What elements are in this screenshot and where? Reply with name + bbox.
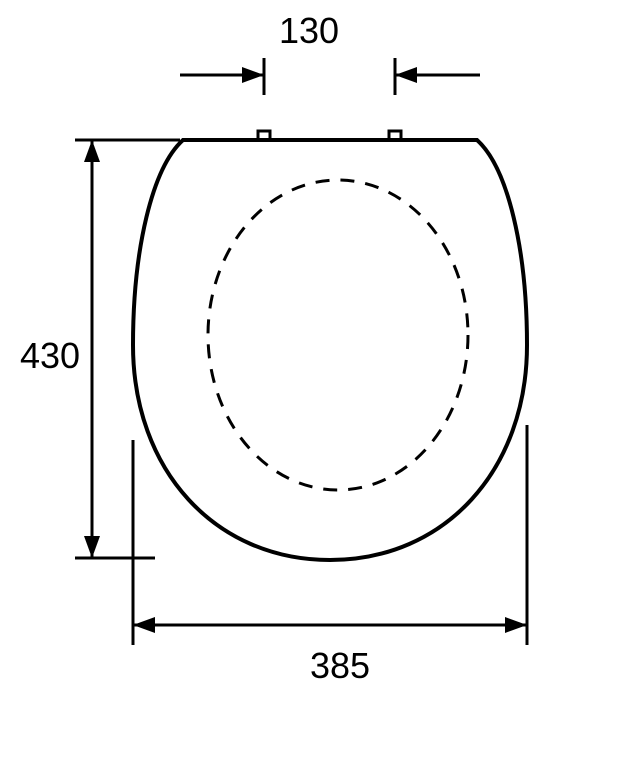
toilet-seat-outline (133, 140, 527, 560)
technical-drawing: 130 430 385 (0, 0, 618, 770)
dim-width: 385 (133, 425, 527, 686)
dim-width-value: 385 (310, 645, 370, 686)
dim-depth: 430 (20, 140, 180, 558)
dim-hinge-spacing-value: 130 (279, 10, 339, 51)
toilet-seat-inner-opening (208, 180, 468, 490)
dim-depth-value: 430 (20, 335, 80, 376)
dim-hinge-spacing: 130 (180, 10, 480, 95)
